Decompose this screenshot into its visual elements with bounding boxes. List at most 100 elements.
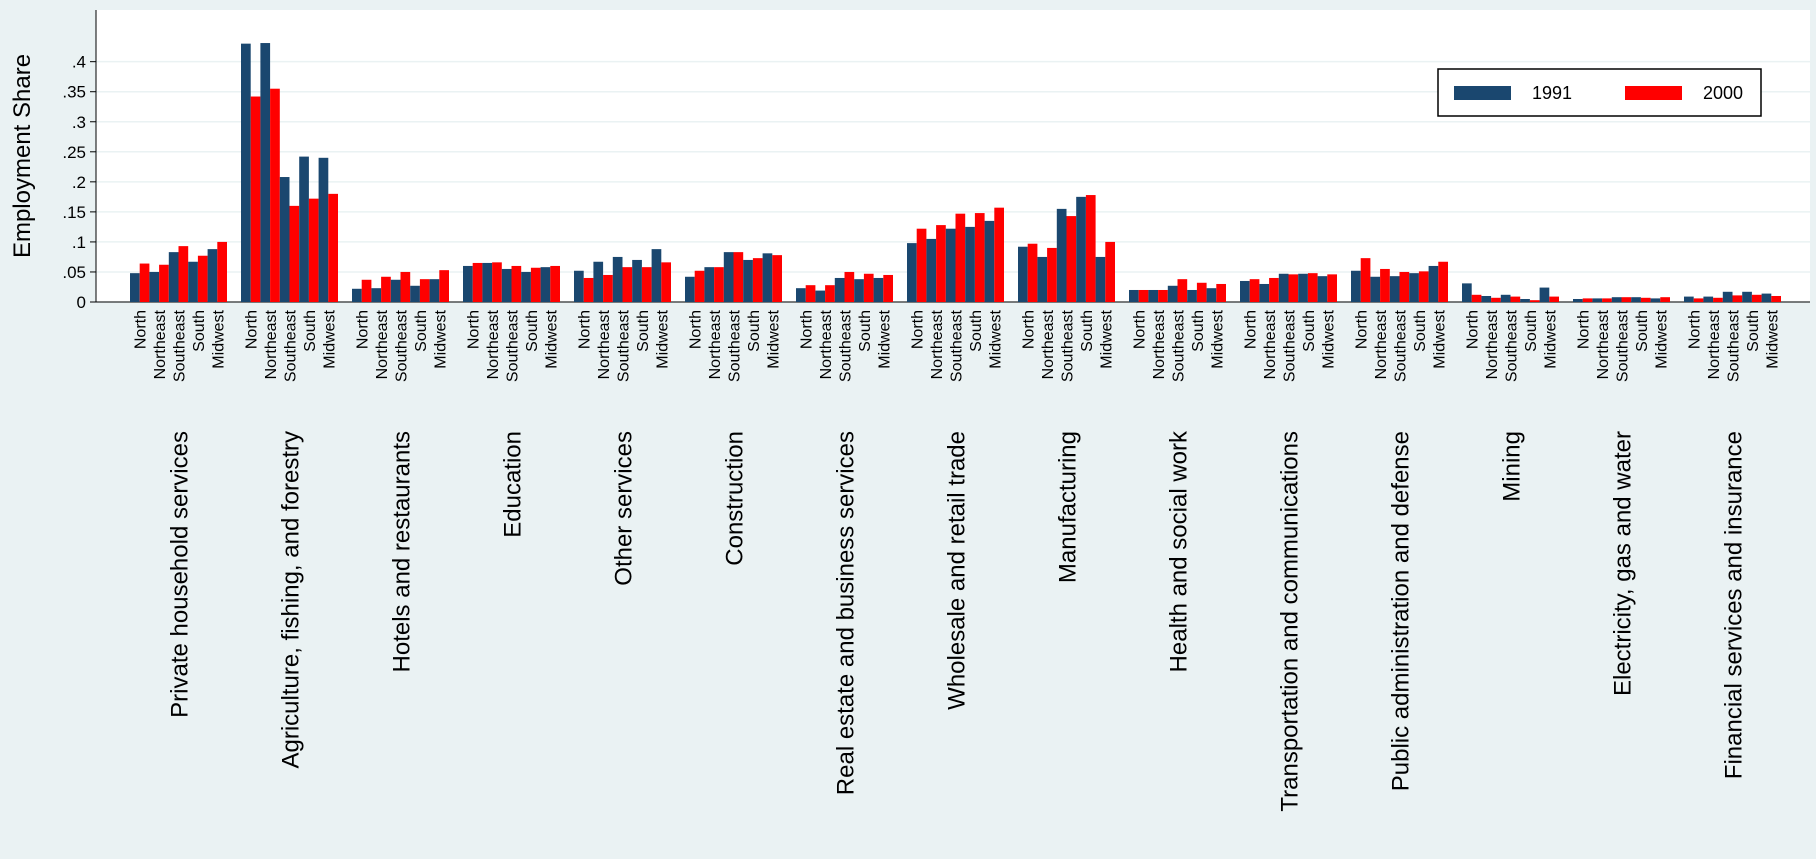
x-tick-label: Midwest xyxy=(1764,309,1781,368)
group-label: Mining xyxy=(1499,431,1526,502)
bar xyxy=(1148,289,1159,302)
x-tick-label: Northeast xyxy=(1151,309,1168,379)
y-tick-label: .15 xyxy=(62,203,86,222)
legend-label: 2000 xyxy=(1703,83,1743,103)
bar xyxy=(743,259,753,302)
x-tick-label: Northeast xyxy=(1706,309,1723,379)
bar xyxy=(1317,276,1328,302)
y-tick-label: .1 xyxy=(72,233,86,252)
bar xyxy=(622,267,633,302)
bar xyxy=(762,253,773,302)
bar xyxy=(501,268,512,302)
bar xyxy=(1298,273,1308,302)
bar xyxy=(352,288,362,302)
x-tick-label: North xyxy=(133,310,150,349)
bar xyxy=(188,261,198,302)
bar xyxy=(241,43,251,303)
bar xyxy=(371,288,382,302)
bar xyxy=(805,285,816,302)
bar xyxy=(632,259,642,302)
bar xyxy=(661,262,671,302)
x-tick-label: Southeast xyxy=(1726,309,1743,382)
group-label: Education xyxy=(500,431,527,538)
bar xyxy=(641,267,652,302)
bar xyxy=(1660,297,1670,302)
x-tick-label: South xyxy=(857,310,874,352)
x-tick-label: Northeast xyxy=(1373,309,1390,379)
bar xyxy=(1105,241,1115,302)
group-label: Health and social work xyxy=(1166,430,1193,672)
bar xyxy=(1399,271,1410,302)
legend-label: 1991 xyxy=(1532,83,1572,103)
bar xyxy=(1370,276,1381,302)
bar xyxy=(1307,273,1318,302)
bar xyxy=(1418,271,1429,302)
bar xyxy=(381,276,391,302)
bar xyxy=(574,270,584,302)
bar xyxy=(168,252,179,302)
bar xyxy=(1076,196,1086,302)
y-tick-label: .25 xyxy=(62,143,86,162)
bar xyxy=(1278,273,1289,302)
bar xyxy=(149,271,160,302)
bar xyxy=(1751,294,1762,302)
bar xyxy=(1631,297,1641,302)
group-label: Electricity, gas and water xyxy=(1610,431,1637,696)
group-label: Wholesale and retail trade xyxy=(944,431,971,710)
bar xyxy=(916,228,927,302)
bar xyxy=(1240,280,1250,302)
bar xyxy=(1066,216,1077,302)
x-tick-label: Northeast xyxy=(374,309,391,379)
bar xyxy=(429,279,440,302)
bar xyxy=(1360,258,1371,302)
x-tick-label: South xyxy=(1745,310,1762,352)
x-tick-label: North xyxy=(1243,310,1260,349)
x-tick-label: Northeast xyxy=(1595,309,1612,379)
bar xyxy=(1085,195,1096,302)
y-tick-label: .4 xyxy=(72,53,86,72)
bar xyxy=(1409,273,1419,302)
bar xyxy=(945,228,956,302)
bar xyxy=(1481,295,1492,302)
bar xyxy=(593,261,604,302)
x-tick-label: Midwest xyxy=(432,309,449,368)
bar xyxy=(1177,279,1188,302)
bar xyxy=(1771,295,1781,302)
x-tick-label: Southeast xyxy=(1615,309,1632,382)
x-tick-label: North xyxy=(688,310,705,349)
x-tick-label: Northeast xyxy=(1484,309,1501,379)
bar xyxy=(1602,298,1612,302)
bar xyxy=(1018,246,1028,302)
x-tick-label: Northeast xyxy=(485,309,502,379)
bar xyxy=(1732,295,1743,302)
bar xyxy=(1510,296,1521,302)
x-tick-label: Midwest xyxy=(987,309,1004,368)
bar xyxy=(1582,298,1593,302)
x-tick-label: South xyxy=(1301,310,1318,352)
bar xyxy=(1722,291,1733,302)
x-tick-label: North xyxy=(799,310,816,349)
x-tick-label: Southeast xyxy=(949,309,966,382)
bar xyxy=(1462,283,1472,302)
bar xyxy=(260,43,271,303)
bar xyxy=(834,277,845,302)
bar xyxy=(1650,298,1661,302)
bar xyxy=(825,285,835,302)
x-tick-label: North xyxy=(1354,310,1371,349)
bar xyxy=(289,205,300,302)
bar xyxy=(217,241,227,302)
bar xyxy=(752,258,763,302)
bar xyxy=(1529,300,1540,302)
y-tick-label: .2 xyxy=(72,173,86,192)
bar xyxy=(1693,298,1704,302)
x-tick-label: Northeast xyxy=(1040,309,1057,379)
y-tick-label: .35 xyxy=(62,83,86,102)
bar xyxy=(583,277,594,302)
bar xyxy=(1611,297,1622,302)
legend-swatch xyxy=(1625,86,1682,100)
bar xyxy=(936,225,946,302)
x-tick-label: South xyxy=(1079,310,1096,352)
group-label: Manufacturing xyxy=(1055,431,1082,583)
bar xyxy=(612,256,623,302)
bar xyxy=(1167,285,1178,302)
